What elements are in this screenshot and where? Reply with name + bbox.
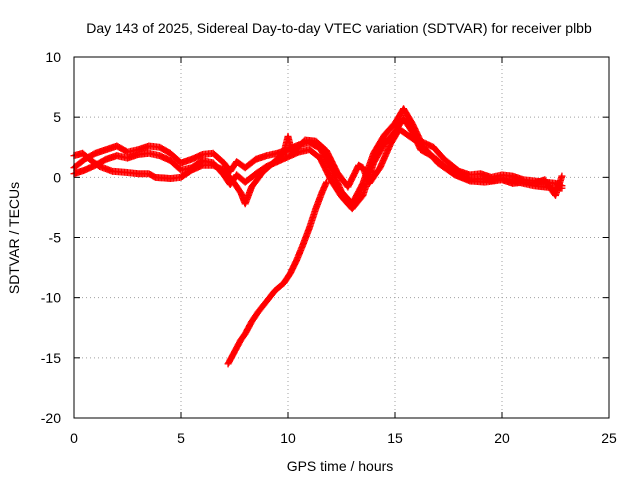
x-axis-label: GPS time / hours <box>287 458 394 474</box>
x-tick-label: 10 <box>280 430 296 446</box>
y-tick-label: -10 <box>41 290 61 306</box>
x-tick-label: 0 <box>70 430 78 446</box>
y-tick-label: -5 <box>49 230 62 246</box>
y-tick-label: 5 <box>53 109 61 125</box>
y-axis-label: SDTVAR / TECUs <box>6 182 22 294</box>
series-track-c <box>70 125 566 208</box>
y-tick-label: 0 <box>53 169 61 185</box>
data-point <box>558 172 566 180</box>
grid <box>74 57 609 418</box>
y-tick-label: 10 <box>45 49 61 65</box>
x-tick-label: 20 <box>494 430 510 446</box>
y-tick-label: -15 <box>41 350 61 366</box>
x-tick-label: 15 <box>387 430 403 446</box>
data-point <box>323 178 331 186</box>
x-tick-label: 25 <box>601 430 617 446</box>
data-points <box>70 105 566 368</box>
plot-frame <box>73 56 610 419</box>
y-tick-label: -20 <box>41 410 61 426</box>
series-track-d <box>224 178 331 368</box>
tick-labels: 0 5 10 15 20 25 -20 -15 -10 -5 0 5 10 <box>41 49 617 446</box>
x-tick-label: 5 <box>177 430 185 446</box>
chart-title: Day 143 of 2025, Sidereal Day-to-day VTE… <box>86 20 592 36</box>
